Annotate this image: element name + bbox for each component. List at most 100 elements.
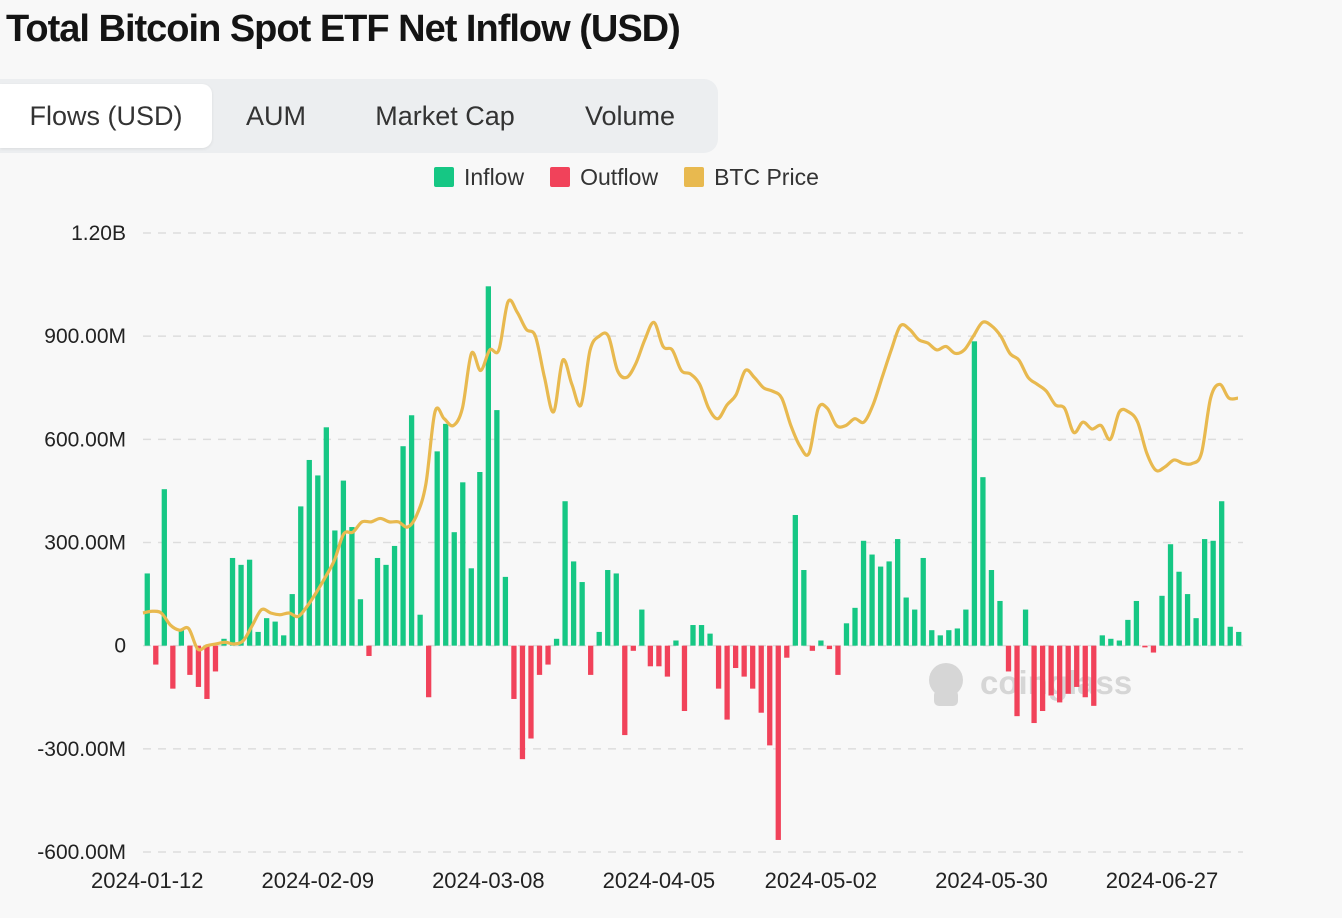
outflow-bar: [204, 645, 210, 699]
outflow-bar: [750, 645, 756, 689]
tab-flows[interactable]: Flows (USD): [0, 84, 212, 148]
legend-label-inflow: Inflow: [464, 163, 525, 190]
inflow-bar: [818, 640, 824, 646]
inflow-bar: [246, 559, 253, 646]
legend-swatch-inflow: [434, 167, 454, 187]
legend-inflow[interactable]: Inflow: [434, 164, 524, 191]
outflow-bar: [1057, 645, 1063, 703]
inflow-bar: [1133, 600, 1140, 646]
tab-market-cap[interactable]: Market Cap: [375, 100, 515, 131]
outflow-bar: [1065, 645, 1071, 694]
inflow-bar: [383, 564, 389, 646]
inflow-bar: [946, 630, 952, 646]
x-tick-label: 2024-05-30: [935, 868, 1048, 893]
inflow-bar: [289, 594, 295, 646]
outflow-bar: [647, 645, 654, 667]
outflow-bar: [1150, 645, 1157, 653]
outflow-bar: [732, 645, 739, 669]
inflow-bar: [144, 573, 150, 646]
legend-label-btc-price: BTC Price: [714, 163, 819, 190]
inflow-bar: [937, 635, 943, 646]
inflow-bar: [502, 576, 509, 646]
y-tick-label: -600.00M: [37, 841, 126, 864]
inflow-bar: [877, 566, 884, 646]
inflow-bar: [1022, 609, 1029, 646]
page-title: Total Bitcoin Spot ETF Net Inflow (USD): [6, 8, 681, 50]
inflow-bar: [408, 415, 415, 646]
x-tick-label: 2024-04-05: [603, 868, 716, 893]
outflow-bar: [835, 645, 841, 675]
inflow-bar: [272, 621, 278, 646]
outflow-bar: [1091, 645, 1097, 706]
inflow-bar: [886, 561, 892, 646]
inflow-bar: [400, 446, 406, 646]
inflow-bar: [860, 540, 867, 646]
outflow-bar: [1074, 645, 1080, 687]
outflow-bar: [1014, 645, 1020, 717]
inflow-bar: [323, 427, 329, 646]
inflow-bar: [792, 514, 798, 646]
inflow-bar: [903, 597, 909, 646]
btc-price-line: [142, 298, 1239, 652]
outflow-bar: [775, 645, 781, 840]
outflow-bar: [511, 645, 517, 699]
outflow-bar: [758, 645, 764, 713]
inflow-bar: [468, 568, 474, 646]
y-tick-label: 1.20B: [71, 222, 126, 245]
inflow-bar: [443, 423, 449, 646]
outflow-bar: [536, 645, 543, 675]
outflow-bar: [724, 645, 730, 720]
inflow-bar: [340, 480, 347, 646]
outflow-bar: [212, 645, 219, 672]
y-tick-label: 0: [114, 635, 126, 658]
inflow-bar: [1219, 501, 1225, 646]
watermark-icon: [929, 663, 963, 697]
outflow-bar: [809, 645, 816, 651]
inflow-bar: [570, 561, 577, 646]
tab-volume[interactable]: Volume: [584, 100, 676, 131]
chart-legend: Inflow Outflow BTC Price: [434, 162, 845, 192]
outflow-bar: [1005, 645, 1012, 672]
y-tick-label: -300.00M: [37, 738, 126, 761]
inflow-bar: [1167, 544, 1174, 646]
inflow-bar: [477, 472, 483, 646]
outflow-bar: [767, 645, 773, 746]
inflow-bar: [1193, 618, 1199, 646]
watermark-icon-body: [934, 690, 958, 706]
outflow-bar: [519, 645, 526, 760]
inflow-bar: [306, 459, 312, 646]
inflow-bar: [1116, 640, 1122, 646]
inflow-bar: [605, 570, 611, 646]
inflow-bar: [579, 582, 585, 646]
tab-aum[interactable]: AUM: [246, 100, 306, 131]
inflow-bar: [1201, 539, 1208, 646]
outflow-bar: [1031, 645, 1037, 724]
inflow-bar: [707, 633, 713, 646]
outflow-bar: [528, 645, 534, 739]
inflow-bar: [298, 506, 304, 646]
y-tick-label: 900.00M: [44, 325, 126, 348]
inflow-bar: [1176, 571, 1182, 646]
legend-outflow[interactable]: Outflow: [550, 164, 658, 191]
outflow-bar: [545, 645, 551, 665]
inflow-bar: [485, 286, 491, 646]
outflow-bar: [588, 645, 594, 675]
inflow-bar: [1125, 619, 1131, 646]
inflow-bar: [374, 557, 381, 646]
inflow-bar: [434, 451, 440, 646]
inflow-bar: [1099, 635, 1105, 646]
outflow-bar: [622, 645, 628, 736]
tab-bar: Flows (USD) AUM Market Cap Volume: [0, 79, 718, 153]
legend-swatch-btc-price: [684, 167, 705, 187]
outflow-bar: [1048, 645, 1054, 696]
inflow-bar: [1227, 626, 1233, 646]
inflow-bar: [494, 410, 500, 646]
inflow-bar: [929, 630, 935, 646]
inflow-bar: [963, 609, 969, 646]
inflow-bar: [451, 532, 457, 646]
inflow-bar: [417, 614, 423, 646]
legend-btc-price[interactable]: BTC Price: [684, 164, 819, 191]
outflow-bar: [715, 645, 722, 689]
outflow-bar: [170, 645, 176, 689]
x-tick-label: 2024-03-08: [432, 868, 545, 893]
